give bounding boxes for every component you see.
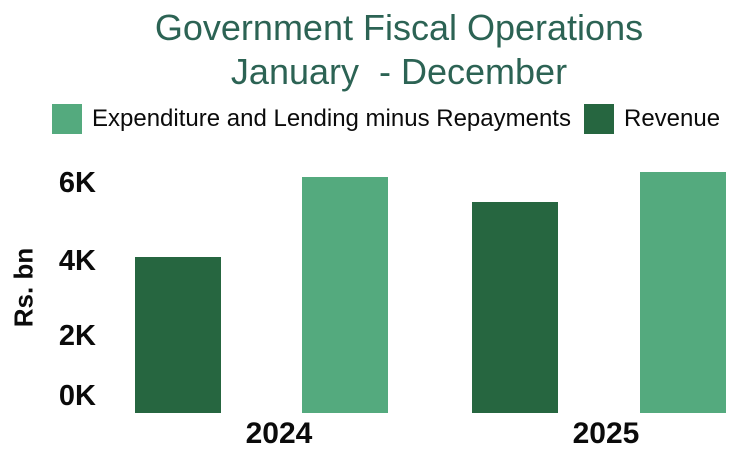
bar-expenditure-2025: [640, 171, 726, 413]
revenue-legend-swatch-icon: [584, 104, 614, 134]
x-axis-label-2025: 2025: [572, 417, 640, 450]
legend-item-revenue: Revenue: [584, 104, 720, 134]
chart-title-line-1: Government Fiscal Operations: [154, 7, 644, 48]
expenditure-legend-label: Expenditure and Lending minus Repayments: [92, 105, 571, 132]
legend-item-expenditure: Expenditure and Lending minus Repayments: [52, 104, 571, 134]
y-tick-4k: 4K: [58, 245, 96, 277]
chart-title-line-2: January - December: [230, 51, 568, 92]
bar-revenue-2024: [135, 257, 221, 413]
bar-revenue-2025: [472, 202, 558, 413]
bar-expenditure-2024: [302, 176, 388, 413]
expenditure-legend-swatch-icon: [52, 104, 82, 134]
y-tick-2k: 2K: [58, 320, 96, 352]
y-tick-0k: 0K: [58, 380, 96, 412]
revenue-legend-label: Revenue: [624, 105, 721, 132]
x-axis-label-2024: 2024: [245, 417, 313, 450]
y-tick-6k: 6K: [58, 167, 96, 199]
